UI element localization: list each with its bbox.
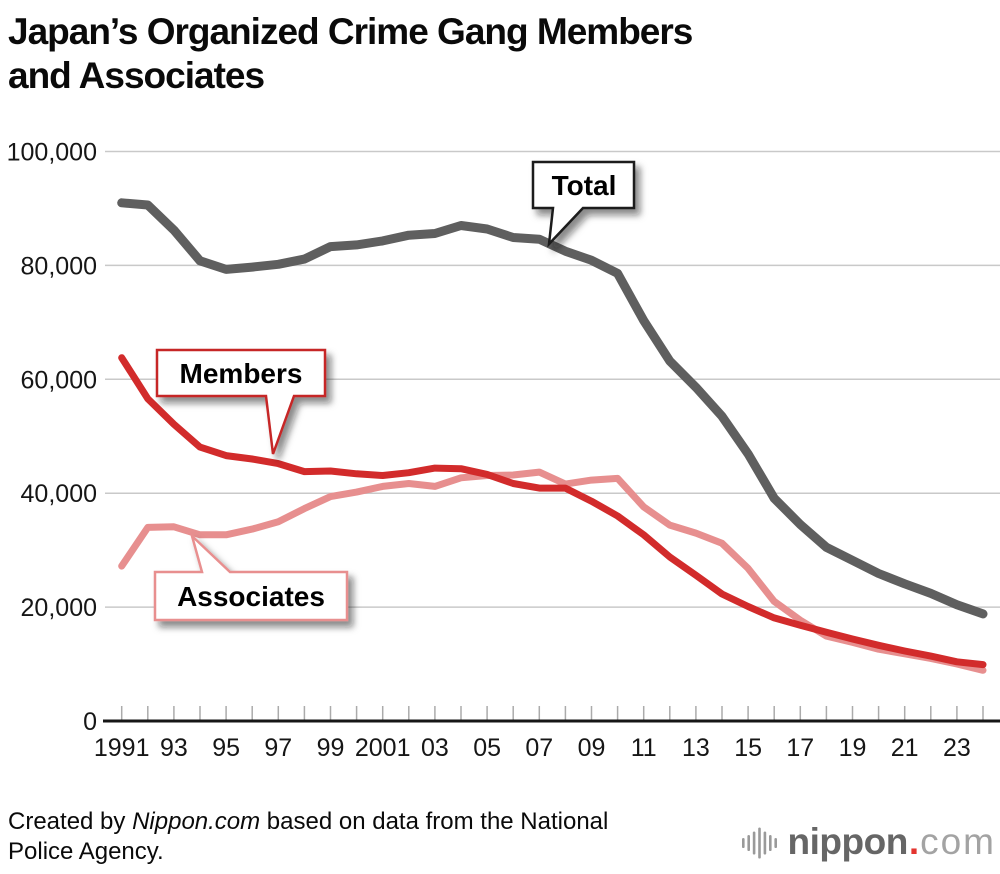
logo-text-nippon: nippon bbox=[787, 820, 909, 862]
x-axis-label: 93 bbox=[160, 734, 188, 762]
page-title-line2: and Associates bbox=[8, 55, 265, 96]
callout-associates-label: Associates bbox=[177, 581, 325, 612]
logo-text-com: com bbox=[920, 820, 996, 862]
callout-total: Total bbox=[531, 160, 636, 248]
x-axis-label: 23 bbox=[943, 734, 971, 762]
x-axis-label: 17 bbox=[786, 734, 814, 762]
series-members bbox=[118, 354, 987, 669]
callout-total-bubble bbox=[531, 160, 636, 248]
x-axis-label: 15 bbox=[734, 734, 762, 762]
y-axis-label: 80,000 bbox=[21, 252, 97, 280]
nippon-logo: nippon. com bbox=[739, 820, 996, 863]
y-axis-label: 40,000 bbox=[21, 480, 97, 508]
page-title-line1: Japan’s Organized Crime Gang Members bbox=[8, 11, 693, 52]
waveform-icon bbox=[741, 827, 777, 859]
callouts: Total Members Associates bbox=[153, 160, 636, 622]
x-axis-label: 95 bbox=[212, 734, 240, 762]
x-axis-label: 1991 bbox=[94, 734, 150, 762]
x-axis-label: 2001 bbox=[355, 734, 411, 762]
callout-associates: Associates bbox=[153, 531, 349, 622]
callout-total-label: Total bbox=[552, 170, 617, 201]
x-axis-label: 13 bbox=[682, 734, 710, 762]
y-axis-label: 100,000 bbox=[7, 139, 97, 167]
credit-source: Nippon.com bbox=[132, 808, 261, 835]
series-associates bbox=[118, 468, 987, 674]
x-axis-label: 05 bbox=[473, 734, 501, 762]
credit-text: Created by Nippon.com based on data from… bbox=[8, 807, 663, 867]
logo-dot: . bbox=[908, 820, 920, 862]
y-axis-label: 0 bbox=[83, 708, 97, 736]
x-axis-label: 21 bbox=[891, 734, 919, 762]
x-axis-label: 11 bbox=[631, 734, 657, 762]
x-axis-label: 09 bbox=[578, 734, 606, 762]
series-total bbox=[117, 198, 988, 619]
callout-members: Members bbox=[155, 348, 327, 455]
callout-members-label: Members bbox=[180, 358, 303, 389]
x-axis-label: 07 bbox=[525, 734, 553, 762]
page-title: Japan’s Organized Crime Gang Members and … bbox=[8, 10, 1000, 98]
credit-rest: based on data from the National bbox=[260, 808, 609, 835]
x-axis-label: 19 bbox=[839, 734, 867, 762]
y-axis-label: 20,000 bbox=[21, 594, 97, 622]
y-axis-label: 60,000 bbox=[21, 366, 97, 394]
x-axis-label: 03 bbox=[421, 734, 449, 762]
x-axis-label: 97 bbox=[264, 734, 292, 762]
credit-line2: Police Agency. bbox=[8, 838, 164, 865]
credit-prefix: Created by bbox=[8, 808, 133, 835]
x-axis-label: 99 bbox=[317, 734, 345, 762]
callout-members-bubble bbox=[155, 348, 327, 455]
callout-associates-bubble bbox=[153, 531, 349, 622]
